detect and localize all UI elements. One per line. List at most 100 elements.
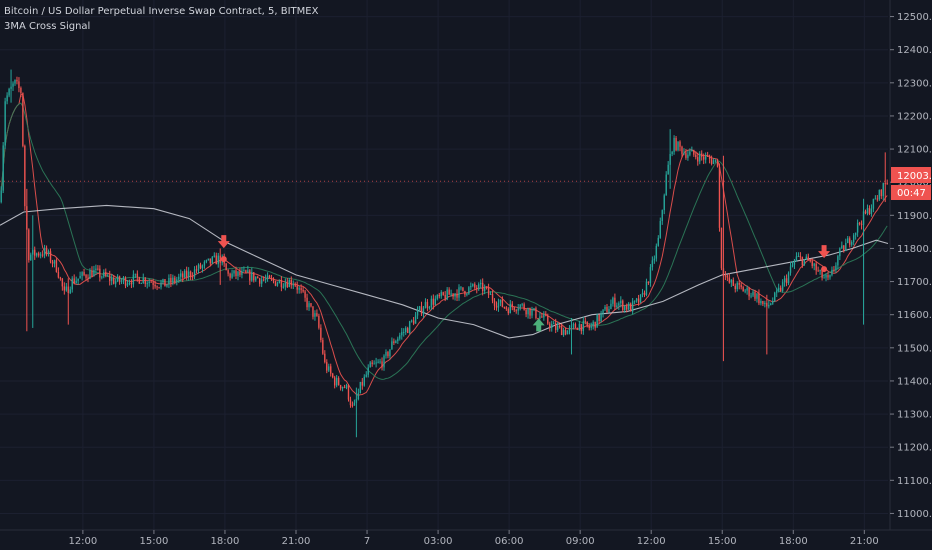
x-tick-label: 03:00 — [424, 536, 453, 547]
candle-body — [580, 324, 583, 332]
candle-body — [328, 366, 330, 371]
candle-body — [318, 315, 320, 328]
candle-body — [432, 298, 435, 305]
candle-body — [639, 294, 642, 303]
candle-body — [825, 274, 827, 278]
candle-body — [651, 260, 654, 268]
candle-body — [73, 278, 75, 284]
candle-body — [414, 315, 417, 324]
candle-body — [182, 273, 184, 278]
candle-body — [290, 279, 292, 286]
candle-body — [158, 287, 160, 289]
y-tick-label: 11800.0 — [897, 244, 932, 255]
candle-body — [258, 278, 261, 284]
candle-body — [381, 361, 383, 368]
candle-body — [237, 271, 239, 276]
candle-body — [495, 305, 498, 308]
candle-body — [681, 146, 683, 154]
candle-body — [180, 273, 182, 277]
candle-body — [843, 245, 845, 252]
candle-body — [292, 284, 294, 286]
candle-body — [549, 323, 551, 328]
candle-body — [245, 270, 247, 273]
candle-body — [462, 287, 464, 292]
candle-body — [144, 277, 146, 284]
y-tick-label: 12400.0 — [897, 45, 932, 56]
candle-body — [416, 310, 419, 316]
candle-body — [809, 260, 811, 262]
candle-body — [468, 287, 470, 294]
candle-body — [120, 280, 123, 282]
candle-body — [679, 141, 681, 147]
candle-body — [184, 270, 186, 278]
x-tick-label: 21:00 — [850, 536, 879, 547]
candle-body — [466, 293, 468, 295]
candle-body — [789, 266, 792, 273]
indicator-title[interactable]: 3MA Cross Signal — [4, 21, 91, 32]
candle-body — [493, 300, 496, 306]
candle-body — [596, 314, 598, 328]
candle-body — [878, 190, 881, 200]
candle-body — [130, 282, 133, 285]
candle-body — [189, 271, 192, 277]
candle-body — [349, 399, 352, 406]
price-axis[interactable]: 12500.0 12400.0 12300.0 12200.0 12100.0 12000… — [889, 0, 932, 530]
candle-body — [590, 325, 592, 329]
candle-body — [746, 287, 748, 291]
candle-body — [367, 367, 369, 375]
candle-body — [286, 282, 289, 288]
candle-body — [604, 306, 606, 310]
candle-body — [89, 270, 91, 279]
candle-body — [448, 289, 450, 295]
candle-body — [109, 275, 111, 281]
candle-body — [472, 284, 474, 286]
candle-body — [361, 381, 364, 386]
candle-body — [67, 286, 69, 293]
candle-body — [85, 274, 87, 278]
candle-body — [669, 153, 671, 165]
candle-body — [783, 278, 786, 283]
candle-body — [476, 287, 478, 290]
candle-body — [420, 306, 423, 314]
x-tick-label: 12:00 — [637, 536, 666, 547]
candle-body — [39, 254, 42, 256]
candle-body — [59, 277, 62, 279]
candle-body — [343, 386, 346, 388]
candle-body — [393, 341, 395, 344]
candle-body — [257, 276, 259, 279]
y-tick-label: 11500.0 — [897, 343, 932, 354]
candle-body — [742, 287, 744, 292]
candle-body — [663, 195, 665, 211]
candle-body — [854, 232, 857, 236]
candle-body — [616, 305, 618, 308]
candle-body — [564, 329, 567, 335]
countdown-label: 00:47 — [897, 188, 926, 199]
candle-body — [140, 282, 142, 284]
candle-body — [49, 251, 52, 262]
candle-body — [637, 298, 640, 303]
candle-body — [43, 247, 46, 256]
candle-body — [535, 308, 537, 319]
candle-body — [103, 271, 105, 277]
candle-body — [347, 385, 350, 400]
candle-body — [241, 270, 243, 275]
candle-body — [207, 258, 210, 261]
candle-body — [430, 298, 433, 308]
symbol-title[interactable]: Bitcoin / US Dollar Perpetual Inverse Sw… — [4, 6, 319, 17]
candle-body — [860, 223, 863, 225]
candle-body — [160, 282, 162, 288]
candle-body — [541, 316, 543, 318]
candle-body — [227, 270, 229, 274]
candle-body — [148, 281, 150, 284]
candle-body — [16, 79, 18, 82]
candle-body — [876, 198, 879, 200]
candle-body — [162, 279, 164, 283]
candle-body — [152, 282, 154, 285]
candle-body — [699, 153, 701, 162]
candle-body — [337, 378, 340, 386]
candle-body — [841, 245, 843, 249]
time-axis[interactable]: 12:00 15:00 18:00 21:00 7 03:00 06:00 09:00 12:0… — [0, 529, 932, 547]
candle-body — [545, 314, 547, 316]
